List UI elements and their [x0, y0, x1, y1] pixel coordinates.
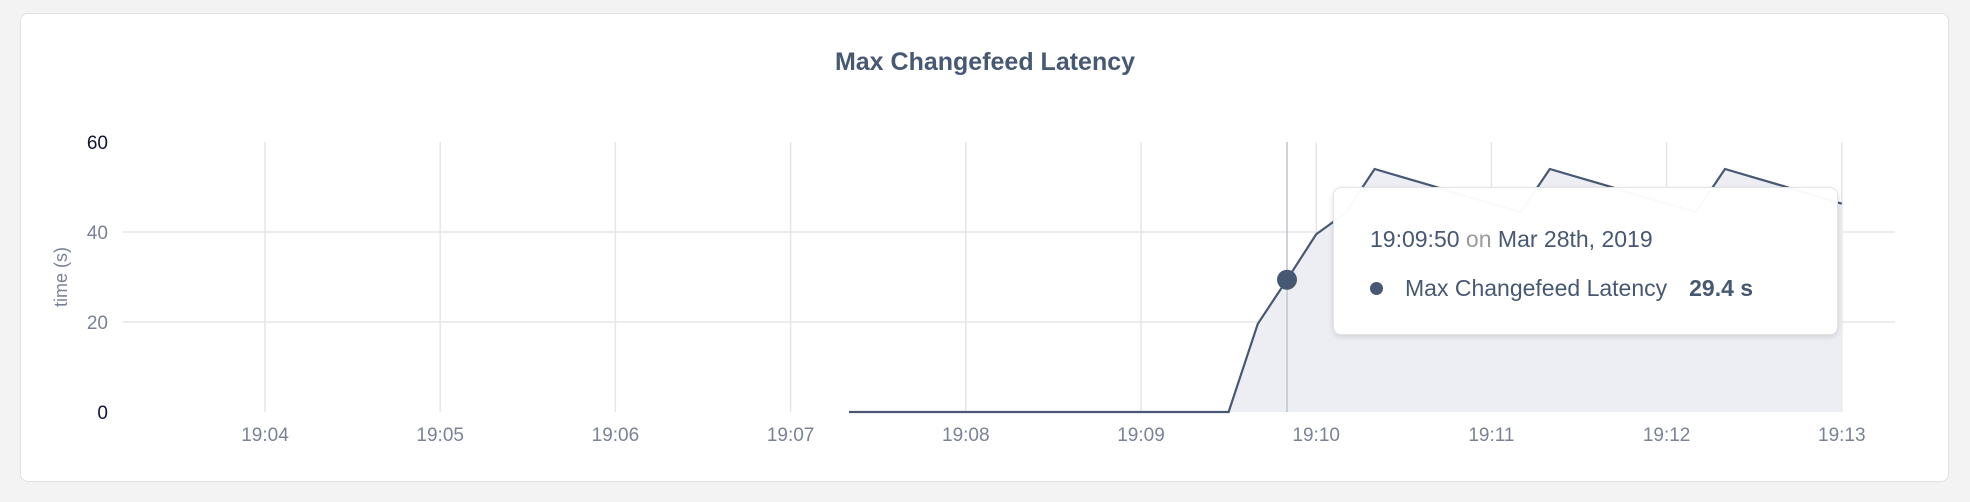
tooltip-timestamp: 19:09:50 on Mar 28th, 2019: [1370, 226, 1837, 253]
y-tick-label: 20: [87, 313, 108, 334]
chart-title: Max Changefeed Latency: [835, 48, 1135, 76]
x-tick-label: 19:09: [1117, 425, 1165, 446]
chart-tooltip: 19:09:50 on Mar 28th, 2019 Max Changefee…: [1333, 187, 1838, 335]
tooltip-series-name: Max Changefeed Latency: [1405, 275, 1668, 301]
x-tick-label: 19:07: [767, 425, 815, 446]
tooltip-date: Mar 28th, 2019: [1497, 226, 1653, 252]
x-tick-label: 19:11: [1468, 425, 1514, 446]
x-tick-label: 19:12: [1643, 425, 1691, 446]
y-axis-label: time (s): [51, 247, 71, 307]
x-tick-label: 19:06: [592, 425, 640, 446]
x-tick-label: 19:04: [241, 425, 289, 446]
tooltip-value: 29.4 s: [1689, 275, 1754, 301]
tooltip-on: on: [1465, 226, 1492, 252]
y-tick-label: 0: [97, 403, 108, 424]
tooltip-series-row: Max Changefeed Latency 29.4 s: [1370, 275, 1837, 302]
x-tick-label: 19:13: [1818, 425, 1866, 446]
y-tick-label: 40: [87, 223, 108, 244]
hover-point: [1277, 269, 1297, 290]
x-tick-label: 19:05: [416, 425, 464, 446]
y-tick-label: 60: [87, 133, 108, 154]
tooltip-time: 19:09:50: [1370, 226, 1460, 252]
x-tick-label: 19:08: [942, 425, 990, 446]
series-dot-icon: [1370, 282, 1383, 295]
x-tick-label: 19:10: [1292, 425, 1340, 446]
